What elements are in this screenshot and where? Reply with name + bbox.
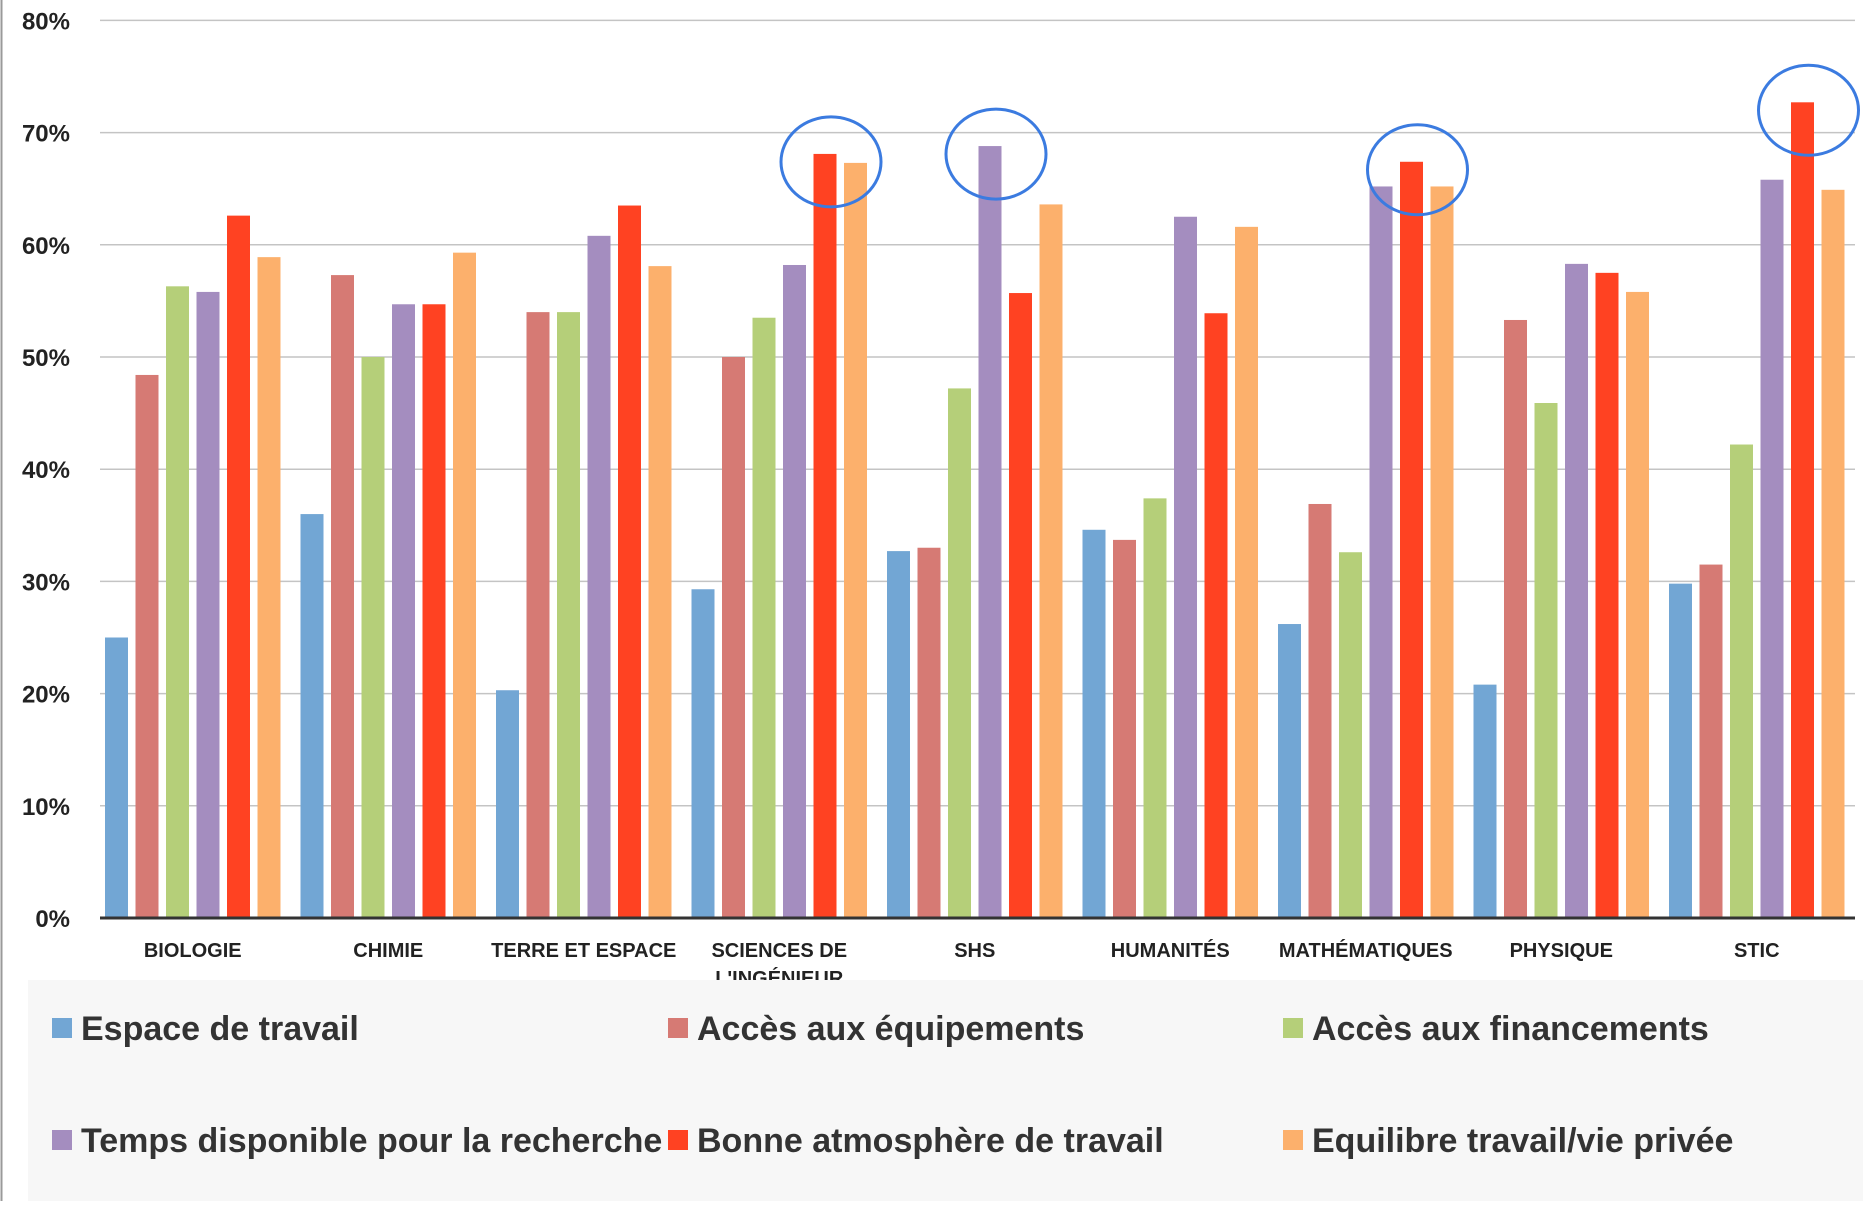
legend: Espace de travail Accès aux équipements Ac… — [52, 1010, 1733, 1160]
y-tick-label: 50% — [22, 345, 70, 372]
bar-shs-temps-disponible-pour-la-recherche — [978, 146, 1002, 919]
legend-label: Accès aux équipements — [697, 1010, 1084, 1048]
bar-terre-et-espace-acces-aux-financements — [557, 312, 580, 918]
bar-mathematiques-equilibre-travail-vie-privee — [1430, 186, 1454, 918]
legend-swatch-equilibre-travail-vie-privee — [1283, 1130, 1303, 1150]
bar-stic-bonne-atmosphere-de-travail — [1791, 102, 1814, 918]
bar-humanites-temps-disponible-pour-la-recherche — [1174, 216, 1197, 918]
y-tick-label: 30% — [22, 569, 70, 596]
bar-physique-equilibre-travail-vie-privee — [1626, 291, 1649, 918]
bar-humanites-espace-de-travail — [1082, 529, 1106, 918]
bar-humanites-equilibre-travail-vie-privee — [1235, 226, 1258, 918]
x-tick-label: STIC — [1734, 940, 1780, 962]
bar-sciences-de-l-ingenieur-acces-aux-financements — [752, 317, 776, 919]
y-tick-label: 70% — [22, 121, 70, 148]
bar-shs-acces-aux-financements — [948, 388, 971, 918]
x-tick-label: BIOLOGIE — [144, 940, 242, 962]
bar-stic-acces-aux-equipements — [1699, 564, 1723, 918]
x-axis: BIOLOGIE CHIMIE TERRE ET ESPACE SCIENCES DE… — [144, 939, 1780, 990]
legend-swatch-acces-aux-equipements — [668, 1018, 688, 1038]
bar-shs-equilibre-travail-vie-privee — [1039, 204, 1063, 918]
legend-label: Temps disponible pour la recherche — [81, 1122, 662, 1160]
legend-label: Accès aux financements — [1312, 1010, 1709, 1048]
bar-physique-temps-disponible-pour-la-recherche — [1565, 263, 1588, 918]
bar-chimie-espace-de-travail — [300, 514, 324, 918]
bar-biologie-espace-de-travail — [105, 637, 128, 918]
bar-humanites-bonne-atmosphere-de-travail — [1204, 313, 1228, 918]
bar-stic-temps-disponible-pour-la-recherche — [1760, 179, 1784, 918]
bar-chimie-acces-aux-financements — [361, 357, 385, 918]
legend-swatch-bonne-atmosphere-de-travail — [668, 1130, 688, 1150]
bars — [105, 102, 1845, 919]
bar-sciences-de-l-ingenieur-equilibre-travail-vie-privee — [844, 162, 867, 919]
bar-chimie-equilibre-travail-vie-privee — [453, 252, 476, 919]
bar-sciences-de-l-ingenieur-espace-de-travail — [691, 589, 715, 918]
highlight-circle — [779, 115, 883, 209]
bar-physique-acces-aux-equipements — [1504, 319, 1527, 918]
y-tick-label: 20% — [22, 682, 70, 709]
bar-shs-espace-de-travail — [887, 551, 910, 918]
y-tick-label: 60% — [22, 233, 70, 260]
bar-mathematiques-bonne-atmosphere-de-travail — [1400, 161, 1423, 919]
bar-sciences-de-l-ingenieur-acces-aux-equipements — [722, 357, 745, 918]
x-tick-label: PHYSIQUE — [1510, 940, 1613, 962]
bar-terre-et-espace-bonne-atmosphere-de-travail — [618, 205, 641, 918]
bar-physique-bonne-atmosphere-de-travail — [1595, 272, 1619, 919]
bar-shs-bonne-atmosphere-de-travail — [1009, 293, 1032, 918]
y-tick-label: 0% — [35, 906, 70, 933]
legend-panel — [28, 980, 1863, 1201]
legend-swatch-temps-disponible-pour-la-recherche — [52, 1130, 72, 1150]
legend-label: Bonne atmosphère de travail — [697, 1122, 1164, 1160]
bar-chimie-acces-aux-equipements — [331, 275, 354, 918]
bar-chimie-temps-disponible-pour-la-recherche — [392, 304, 415, 918]
x-tick-label: SCIENCES DE — [711, 940, 847, 962]
y-tick-label: 40% — [22, 457, 70, 484]
bar-physique-acces-aux-financements — [1534, 403, 1558, 918]
y-tick-label: 80% — [22, 8, 70, 35]
bar-sciences-de-l-ingenieur-bonne-atmosphere-de-travail — [813, 153, 837, 919]
y-axis: 0% 10% 20% 30% 40% 50% 60% 70% 80% — [22, 8, 70, 933]
highlight-circle — [944, 107, 1048, 201]
bar-terre-et-espace-equilibre-travail-vie-privee — [648, 266, 672, 918]
legend-label: Equilibre travail/vie privée — [1312, 1122, 1733, 1160]
bar-stic-equilibre-travail-vie-privee — [1821, 189, 1845, 918]
bar-physique-espace-de-travail — [1473, 684, 1497, 918]
bar-sciences-de-l-ingenieur-temps-disponible-pour-la-recherche — [783, 264, 806, 919]
bar-humanites-acces-aux-financements — [1143, 498, 1167, 918]
bar-mathematiques-acces-aux-financements — [1339, 552, 1362, 918]
bar-stic-espace-de-travail — [1669, 583, 1692, 918]
highlight-circle — [1757, 63, 1860, 157]
bar-biologie-equilibre-travail-vie-privee — [257, 257, 281, 919]
bar-terre-et-espace-temps-disponible-pour-la-recherche — [587, 235, 611, 919]
legend-swatch-espace-de-travail — [52, 1018, 72, 1038]
bar-terre-et-espace-acces-aux-equipements — [526, 312, 550, 918]
bar-terre-et-espace-espace-de-travail — [496, 690, 519, 918]
y-tick-label: 10% — [22, 794, 70, 821]
x-tick-label: MATHÉMATIQUES — [1279, 939, 1453, 962]
bar-biologie-acces-aux-financements — [166, 286, 189, 919]
x-tick-label: HUMANITÉS — [1111, 939, 1230, 962]
bar-biologie-acces-aux-equipements — [135, 374, 159, 918]
bar-mathematiques-espace-de-travail — [1278, 624, 1301, 918]
bar-shs-acces-aux-equipements — [917, 547, 941, 918]
x-tick-label: TERRE ET ESPACE — [491, 940, 676, 962]
bar-chimie-bonne-atmosphere-de-travail — [422, 304, 446, 918]
legend-swatch-acces-aux-financements — [1283, 1018, 1303, 1038]
bar-humanites-acces-aux-equipements — [1113, 539, 1136, 918]
x-tick-label: CHIMIE — [353, 940, 423, 962]
bar-stic-acces-aux-financements — [1730, 444, 1753, 918]
highlight-circle — [1366, 123, 1469, 217]
bar-biologie-temps-disponible-pour-la-recherche — [196, 291, 220, 918]
bar-mathematiques-acces-aux-equipements — [1308, 503, 1332, 918]
x-tick-label: SHS — [954, 940, 995, 962]
bar-mathematiques-temps-disponible-pour-la-recherche — [1369, 186, 1393, 918]
bar-biologie-bonne-atmosphere-de-travail — [227, 215, 250, 919]
legend-label: Espace de travail — [81, 1010, 359, 1048]
highlight-circles — [779, 63, 1860, 217]
